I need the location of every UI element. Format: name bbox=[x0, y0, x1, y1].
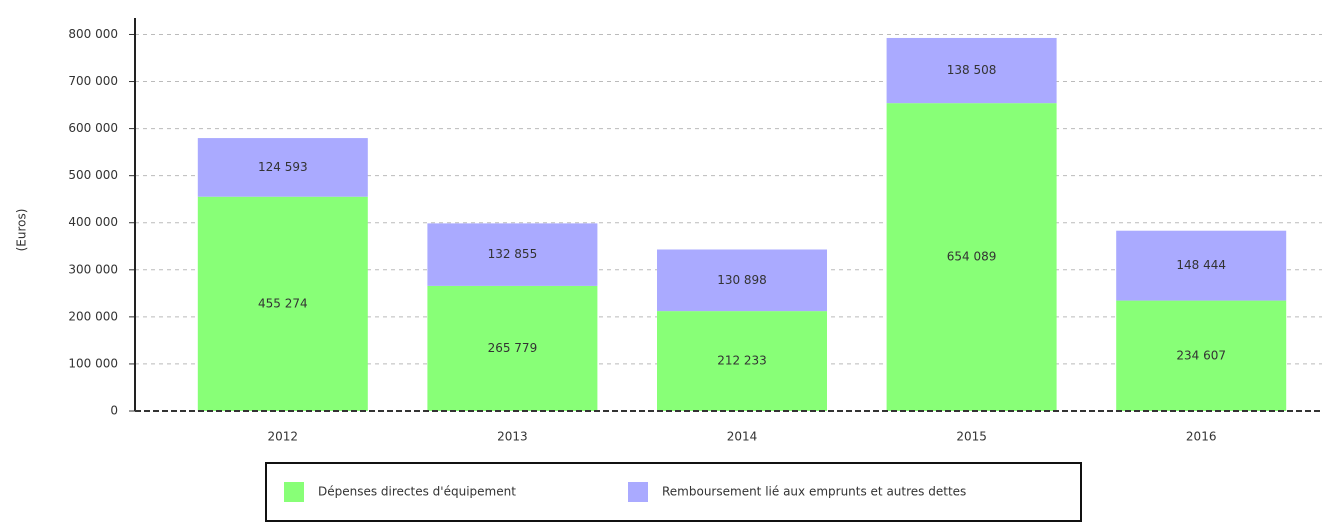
value-label: 654 089 bbox=[947, 250, 997, 264]
legend-box bbox=[265, 462, 1082, 522]
value-label: 212 233 bbox=[717, 354, 767, 368]
y-tick-label: 0 bbox=[110, 404, 118, 418]
y-axis-label: (Euros) bbox=[15, 209, 29, 252]
x-tick-label: 2012 bbox=[268, 430, 299, 444]
legend-label: Dépenses directes d'équipement bbox=[318, 485, 516, 499]
x-tick-label: 2015 bbox=[956, 430, 987, 444]
value-label: 148 444 bbox=[1176, 258, 1226, 272]
bar-segment bbox=[1116, 300, 1287, 411]
y-tick-label: 100 000 bbox=[68, 356, 118, 370]
bar-segment bbox=[197, 138, 368, 197]
y-tick-label: 200 000 bbox=[68, 309, 118, 323]
y-tick-label: 800 000 bbox=[68, 27, 118, 41]
value-label: 130 898 bbox=[717, 273, 767, 287]
legend-label: Remboursement lié aux emprunts et autres… bbox=[662, 485, 966, 499]
value-label: 138 508 bbox=[947, 63, 997, 77]
bar-segment bbox=[657, 311, 827, 411]
y-tick-label: 500 000 bbox=[68, 168, 118, 182]
x-tick-label: 2016 bbox=[1186, 430, 1217, 444]
bar-segment bbox=[197, 196, 368, 411]
value-label: 455 274 bbox=[258, 296, 308, 310]
value-label: 234 607 bbox=[1176, 348, 1226, 362]
bar-segment bbox=[427, 223, 598, 286]
y-tick-label: 300 000 bbox=[68, 262, 118, 276]
bar-segment bbox=[1116, 230, 1287, 301]
value-label: 132 855 bbox=[488, 247, 538, 261]
bar-segment bbox=[427, 285, 598, 411]
y-tick-label: 600 000 bbox=[68, 121, 118, 135]
legend-swatch bbox=[284, 482, 304, 502]
bar-segment bbox=[657, 249, 827, 312]
bar-segment bbox=[886, 103, 1057, 411]
bar-segment bbox=[886, 37, 1057, 104]
y-tick-label: 700 000 bbox=[68, 74, 118, 88]
y-tick-label: 400 000 bbox=[68, 215, 118, 229]
value-label: 265 779 bbox=[488, 341, 538, 355]
x-tick-label: 2014 bbox=[727, 430, 758, 444]
x-tick-label: 2013 bbox=[497, 430, 528, 444]
value-label: 124 593 bbox=[258, 160, 308, 174]
legend-swatch bbox=[628, 482, 648, 502]
